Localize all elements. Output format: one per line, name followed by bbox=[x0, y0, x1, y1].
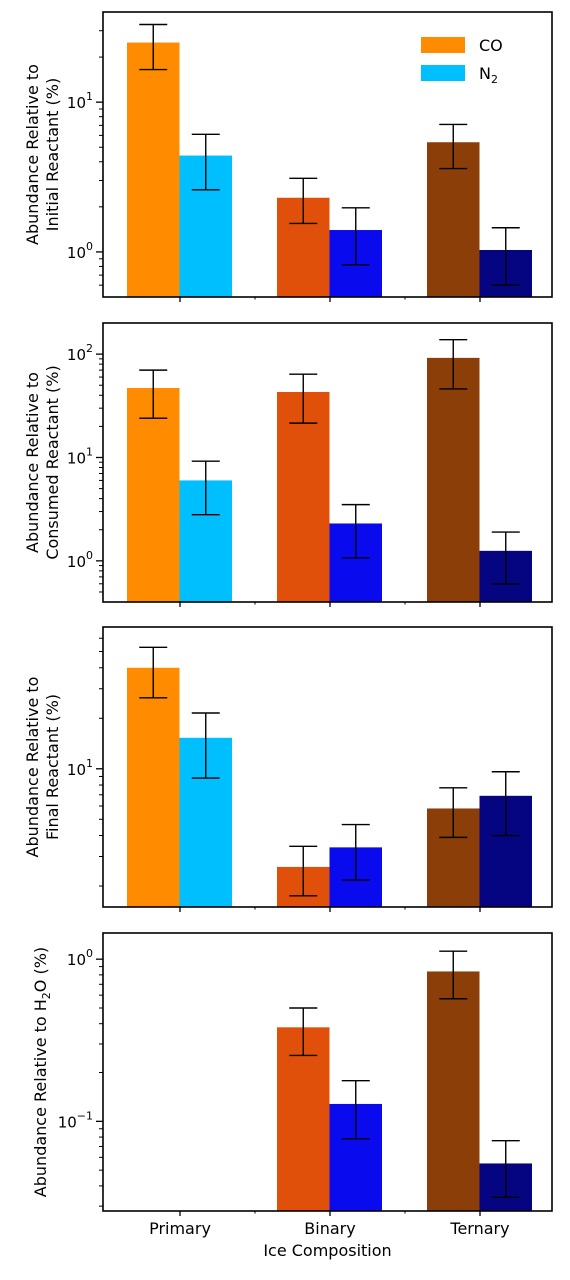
bar-co-primary bbox=[127, 42, 180, 297]
error-bar-n2-binary bbox=[341, 823, 370, 881]
error-bar-n2-primary bbox=[191, 133, 220, 191]
y-axis-label: Abundance Relative to Initial Reactant (%… bbox=[23, 64, 62, 245]
error-bar-co-primary bbox=[139, 369, 168, 419]
error-bar-n2-binary bbox=[341, 207, 370, 266]
error-bar-n2-ternary bbox=[491, 227, 520, 286]
legend-swatch-co bbox=[421, 37, 465, 53]
y-axis-label-line-2: Final Reactant (%) bbox=[43, 694, 62, 840]
error-bar-n2-primary bbox=[191, 712, 220, 779]
error-bar-n2-binary bbox=[341, 503, 370, 559]
error-bar-co-primary bbox=[139, 23, 168, 71]
bar-co-binary bbox=[277, 1027, 330, 1211]
y-axis-label: Abundance Relative to H2O (%) bbox=[31, 947, 53, 1197]
error-bar-n2-ternary bbox=[491, 1139, 520, 1199]
y-tick-label: 102 bbox=[67, 342, 93, 364]
y-axis-label-line-1: Abundance Relative to bbox=[23, 64, 42, 245]
legend-label-co: CO bbox=[479, 36, 503, 55]
error-bar-n2-primary bbox=[191, 460, 220, 516]
x-axis-label: Ice Composition bbox=[263, 1241, 391, 1260]
y-axis-label-line-1: Abundance Relative to bbox=[23, 677, 42, 858]
legend-swatch-n2 bbox=[421, 65, 465, 81]
error-bar-co-binary bbox=[289, 373, 318, 424]
x-tick-label-ternary: Ternary bbox=[449, 1219, 509, 1238]
y-tick-label: 101 bbox=[67, 445, 93, 467]
bar-co-primary bbox=[127, 388, 180, 602]
error-bar-n2-ternary bbox=[491, 771, 520, 837]
legend-label-n2: N2 bbox=[479, 64, 498, 86]
error-bar-co-binary bbox=[289, 177, 318, 225]
plot-frame bbox=[102, 11, 553, 298]
y-axis-label-line-1: Abundance Relative to bbox=[23, 372, 42, 553]
y-axis-label: Abundance Relative to Final Reactant (%) bbox=[23, 677, 62, 858]
x-tick-label-primary: Primary bbox=[149, 1219, 211, 1238]
error-bar-co-ternary bbox=[439, 787, 468, 839]
x-tick-label-binary: Binary bbox=[304, 1219, 355, 1238]
y-tick-label: 10−1 bbox=[58, 1109, 93, 1131]
bar-co-ternary bbox=[427, 971, 480, 1211]
y-axis-label-line-2: Consumed Reactant (%) bbox=[43, 365, 62, 559]
bar-co-binary bbox=[277, 392, 330, 602]
error-bar-co-ternary bbox=[439, 123, 468, 170]
panel-4: 10−1 100 Abundance Relative to H2O (%) bbox=[31, 932, 553, 1216]
bar-co-ternary bbox=[427, 357, 480, 602]
y-axis-label-line-2: Initial Reactant (%) bbox=[43, 78, 62, 231]
y-axis-label-line-1: Abundance Relative to H2O (%) bbox=[31, 947, 53, 1197]
y-tick-label: 100 bbox=[67, 947, 93, 969]
y-tick-label: 101 bbox=[67, 757, 93, 779]
error-bar-co-binary bbox=[289, 1007, 318, 1057]
error-bar-n2-ternary bbox=[491, 531, 520, 585]
error-bar-co-ternary bbox=[439, 950, 468, 1000]
plot-frame bbox=[102, 932, 553, 1212]
error-bar-n2-binary bbox=[341, 1080, 370, 1140]
error-bar-co-ternary bbox=[439, 338, 468, 390]
bar-co-primary bbox=[127, 667, 180, 907]
y-axis-label: Abundance Relative to Consumed Reactant (… bbox=[23, 365, 62, 559]
y-tick-label: 100 bbox=[67, 549, 93, 571]
y-tick-label: 101 bbox=[67, 90, 93, 112]
legend: CO N2 bbox=[421, 36, 503, 86]
error-bar-co-primary bbox=[139, 646, 168, 699]
error-bar-co-binary bbox=[289, 845, 318, 897]
plot-frame bbox=[102, 626, 553, 908]
y-tick-label: 100 bbox=[67, 240, 93, 262]
